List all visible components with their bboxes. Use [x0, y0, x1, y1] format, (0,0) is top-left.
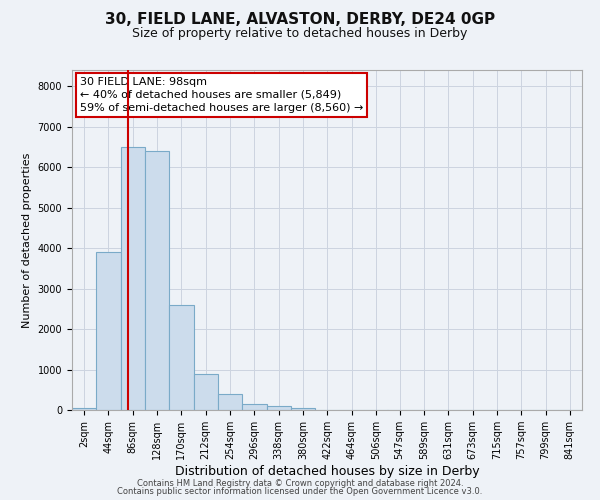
Text: Contains HM Land Registry data © Crown copyright and database right 2024.: Contains HM Land Registry data © Crown c…: [137, 478, 463, 488]
Bar: [194, 374, 218, 410]
Text: 30 FIELD LANE: 98sqm
← 40% of detached houses are smaller (5,849)
59% of semi-de: 30 FIELD LANE: 98sqm ← 40% of detached h…: [80, 77, 363, 113]
Bar: [97, 252, 121, 410]
Y-axis label: Number of detached properties: Number of detached properties: [22, 152, 32, 328]
Bar: [291, 408, 315, 410]
Bar: [145, 151, 169, 410]
Text: Size of property relative to detached houses in Derby: Size of property relative to detached ho…: [133, 28, 467, 40]
X-axis label: Distribution of detached houses by size in Derby: Distribution of detached houses by size …: [175, 465, 479, 478]
Bar: [72, 408, 97, 410]
Bar: [242, 404, 266, 410]
Text: 30, FIELD LANE, ALVASTON, DERBY, DE24 0GP: 30, FIELD LANE, ALVASTON, DERBY, DE24 0G…: [105, 12, 495, 28]
Bar: [169, 305, 194, 410]
Bar: [121, 147, 145, 410]
Bar: [266, 406, 291, 410]
Text: Contains public sector information licensed under the Open Government Licence v3: Contains public sector information licen…: [118, 487, 482, 496]
Bar: [218, 394, 242, 410]
